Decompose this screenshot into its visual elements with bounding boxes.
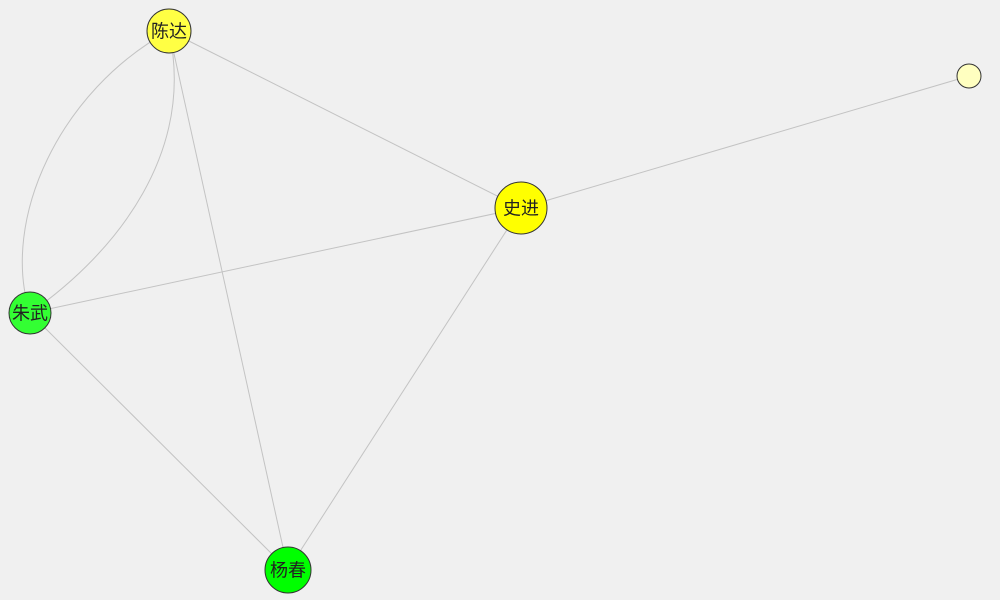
node-yangchun-label: 杨春: [270, 561, 306, 582]
node-chenda-circle[interactable]: [146, 8, 192, 54]
node-unlabeled-circle[interactable]: [956, 63, 982, 89]
edge-chenda-zhuwu-inner: [29, 30, 175, 314]
edge-shijin-unlabeled: [520, 75, 970, 209]
edge-chenda-shijin: [168, 30, 522, 209]
edge-chenda-zhuwu-outer: [21, 30, 170, 314]
edge-shijin-zhuwu: [29, 207, 522, 314]
node-shijin[interactable]: 史进: [494, 181, 548, 235]
node-yangchun[interactable]: 杨春: [264, 546, 312, 594]
node-chenda-label: 陈达: [151, 22, 187, 43]
edge-zhuwu-yangchun: [29, 312, 289, 571]
node-yangchun-circle[interactable]: [264, 546, 312, 594]
node-shijin-label: 史进: [503, 199, 539, 220]
node-unlabeled[interactable]: [956, 63, 982, 89]
node-zhuwu-label: 朱武: [12, 304, 48, 325]
node-zhuwu-circle[interactable]: [8, 291, 52, 335]
edge-shijin-yangchun: [287, 207, 522, 571]
node-zhuwu[interactable]: 朱武: [8, 291, 52, 335]
node-shijin-circle[interactable]: [494, 181, 548, 235]
edges-layer: [21, 30, 970, 571]
edge-chenda-yangchun: [168, 30, 289, 571]
node-chenda[interactable]: 陈达: [146, 8, 192, 54]
